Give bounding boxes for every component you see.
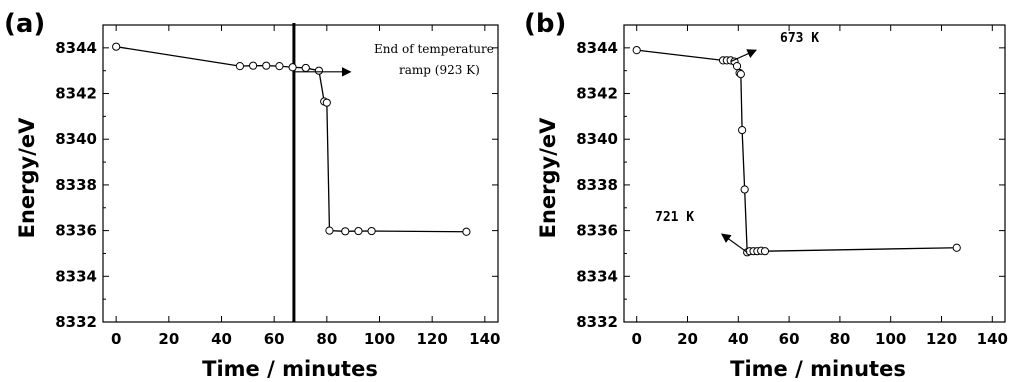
y-tick-label-b: 8338 bbox=[576, 176, 618, 194]
y-tick-label-b: 8336 bbox=[576, 222, 618, 240]
y-tick-label-b: 8332 bbox=[576, 313, 618, 331]
data-point-b bbox=[760, 247, 770, 256]
data-point-b bbox=[738, 125, 747, 135]
panel-label-a: (a) bbox=[4, 9, 45, 39]
annotation-673k: 673 K bbox=[780, 31, 819, 46]
y-tick-label-b: 8344 bbox=[576, 39, 618, 57]
panel-label-b: (b) bbox=[524, 9, 566, 39]
y-tick-label-a: 8338 bbox=[55, 176, 97, 194]
y-axis-title-b: Energy/eV bbox=[536, 117, 560, 239]
x-tick-label-a: 20 bbox=[158, 330, 179, 348]
x-axis-title-b: Time / minutes bbox=[730, 357, 906, 381]
chart-panel-b: (b) Time / minutes Energy/eV 673 K 721 K… bbox=[524, 9, 1008, 381]
data-point-a bbox=[301, 63, 310, 73]
x-tick-label-a: 140 bbox=[469, 330, 500, 348]
y-tick-label-b: 8342 bbox=[576, 85, 618, 103]
x-tick-label-b: 80 bbox=[829, 330, 850, 348]
y-tick-label-a: 8344 bbox=[55, 39, 97, 57]
annotation-arrow-b-0 bbox=[730, 49, 757, 63]
annotation-arrow-b-1 bbox=[721, 233, 748, 253]
x-tick-label-a: 0 bbox=[111, 330, 121, 348]
x-tick-label-b: 40 bbox=[728, 330, 749, 348]
x-axis-title-a: Time / minutes bbox=[202, 357, 378, 381]
x-tick-label-b: 20 bbox=[677, 330, 698, 348]
y-tick-label-a: 8340 bbox=[55, 130, 97, 148]
y-tick-label-a: 8336 bbox=[55, 222, 97, 240]
data-point-a bbox=[288, 63, 297, 72]
data-point-a bbox=[275, 62, 284, 71]
x-tick-label-b: 120 bbox=[926, 330, 957, 348]
data-point-a bbox=[314, 66, 324, 75]
annotation-end-of-ramp-line-2: ramp (923 K) bbox=[399, 63, 480, 77]
x-tick-label-b: 0 bbox=[631, 330, 641, 348]
y-tick-label-a: 8342 bbox=[55, 85, 97, 103]
y-axis-title-a: Energy/eV bbox=[15, 117, 39, 239]
data-point-a bbox=[462, 227, 471, 236]
x-tick-label-a: 80 bbox=[316, 330, 337, 348]
plot-frame-b bbox=[623, 24, 1006, 323]
data-point-b bbox=[736, 70, 745, 79]
plot-frame-a bbox=[102, 24, 499, 323]
annotation-721k: 721 K bbox=[655, 210, 694, 225]
y-tick-label-b: 8340 bbox=[576, 130, 618, 148]
x-tick-label-b: 100 bbox=[875, 330, 906, 348]
data-point-a bbox=[367, 226, 376, 236]
data-point-a bbox=[325, 226, 334, 235]
data-point-a bbox=[322, 98, 331, 107]
x-tick-label-a: 60 bbox=[264, 330, 285, 348]
annotation-end-of-ramp-line-1: End of temperature bbox=[374, 42, 494, 56]
data-point-a bbox=[354, 226, 363, 236]
data-point-b bbox=[732, 62, 742, 71]
data-point-a bbox=[262, 61, 271, 70]
x-tick-label-b: 60 bbox=[779, 330, 800, 348]
x-tick-label-b: 140 bbox=[977, 330, 1008, 348]
data-point-a bbox=[112, 42, 121, 51]
chart-panel-a: (a) Time / minutes Energy/eV End of temp… bbox=[4, 9, 500, 381]
data-point-a bbox=[235, 62, 245, 71]
data-point-a bbox=[249, 61, 258, 70]
y-tick-label-a: 8332 bbox=[55, 313, 97, 331]
x-tick-label-a: 100 bbox=[364, 330, 395, 348]
data-point-a bbox=[341, 227, 350, 236]
data-point-b bbox=[632, 46, 641, 55]
y-tick-label-b: 8334 bbox=[576, 267, 618, 285]
x-tick-label-a: 120 bbox=[417, 330, 448, 348]
data-point-b bbox=[740, 185, 749, 194]
x-tick-label-a: 40 bbox=[211, 330, 232, 348]
data-point-b bbox=[952, 243, 961, 252]
y-tick-label-a: 8334 bbox=[55, 267, 97, 285]
